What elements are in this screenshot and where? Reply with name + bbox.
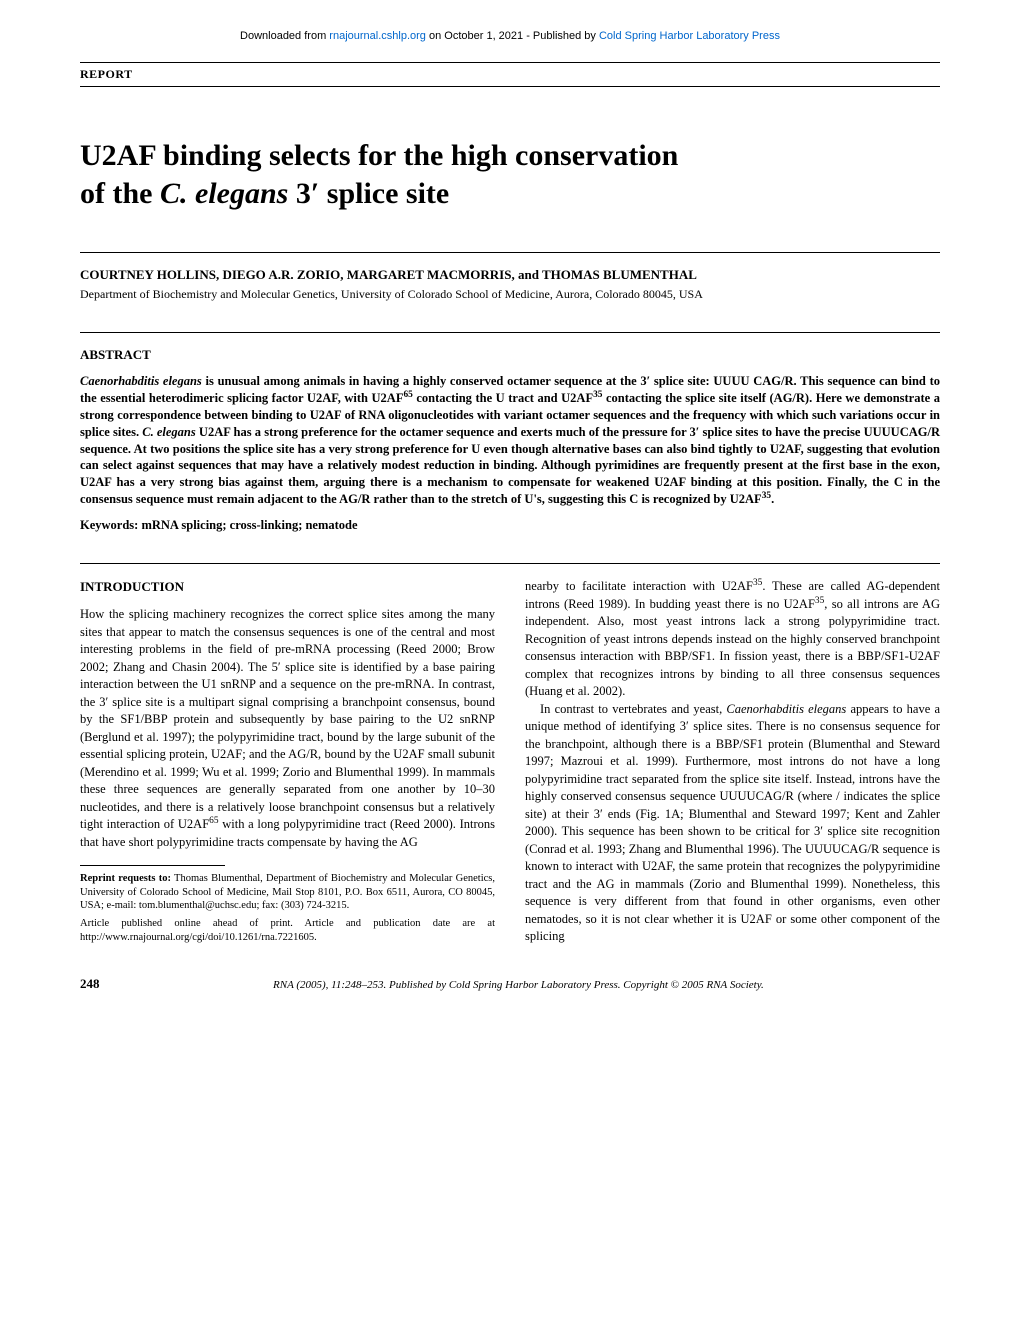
affiliation: Department of Biochemistry and Molecular… (80, 287, 940, 302)
footnote-rule (80, 865, 225, 866)
download-link-1[interactable]: rnajournal.cshlp.org (329, 30, 426, 42)
title-line-2-pre: of the (80, 177, 160, 210)
abstract-heading: ABSTRACT (80, 347, 940, 363)
abstract-body: Caenorhabditis elegans is unusual among … (80, 373, 940, 508)
download-notice: Downloaded from rnajournal.cshlp.org on … (80, 30, 940, 42)
authors: COURTNEY HOLLINS, DIEGO A.R. ZORIO, MARG… (80, 267, 940, 283)
column-left: INTRODUCTION How the splicing machinery … (80, 578, 495, 946)
rule-below-abstract (80, 563, 940, 564)
download-prefix: Downloaded from (240, 30, 329, 42)
footer-spacer (937, 979, 940, 991)
rule-above-authors (80, 252, 940, 253)
col2-para-1: nearby to facilitate interaction with U2… (525, 578, 940, 701)
title-line-2-post: 3′ splice site (288, 177, 449, 210)
rule-below-affiliation (80, 332, 940, 333)
col2-para-2: In contrast to vertebrates and yeast, Ca… (525, 701, 940, 946)
download-mid: on October 1, 2021 - Published by (426, 30, 599, 42)
article-title: U2AF binding selects for the high conser… (80, 137, 940, 212)
download-link-2[interactable]: Cold Spring Harbor Laboratory Press (599, 30, 780, 42)
footnote-2: Article published online ahead of print.… (80, 917, 495, 944)
page-footer: 248 RNA (2005), 11:248–253. Published by… (80, 976, 940, 992)
title-line-1: U2AF binding selects for the high conser… (80, 139, 678, 172)
col1-para-1: How the splicing machinery recognizes th… (80, 606, 495, 851)
report-label: REPORT (80, 62, 940, 87)
footer-citation: RNA (2005), 11:248–253. Published by Col… (273, 979, 764, 991)
page-number: 248 (80, 976, 100, 992)
column-right: nearby to facilitate interaction with U2… (525, 578, 940, 946)
keywords: Keywords: mRNA splicing; cross-linking; … (80, 518, 940, 533)
introduction-heading: INTRODUCTION (80, 578, 495, 596)
title-line-2-italic: C. elegans (160, 177, 288, 210)
body-columns: INTRODUCTION How the splicing machinery … (80, 578, 940, 946)
footnote-1: Reprint requests to: Thomas Blumenthal, … (80, 872, 495, 913)
